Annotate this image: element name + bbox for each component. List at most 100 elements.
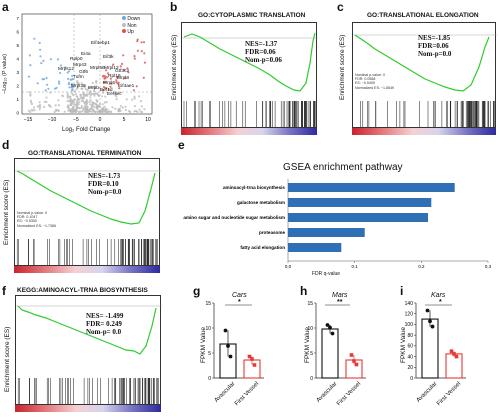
panel-h-gene: Mars — [332, 292, 348, 299]
panel-b-nomp: Nom-p=0.06 — [245, 56, 282, 64]
volcano-point — [121, 106, 124, 109]
volcano-xtick: 5 — [123, 117, 126, 123]
volcano-gene-label: Mrps12 — [58, 67, 74, 72]
volcano-point — [71, 85, 74, 88]
volcano-point — [53, 87, 57, 90]
avascular-bar — [321, 328, 339, 379]
volcano-point — [89, 103, 92, 106]
volcano-point — [36, 82, 39, 85]
panel-b-nes: NES=-1.37 — [245, 40, 278, 48]
fpkm-ytick-label: 5 — [208, 351, 211, 357]
volcano-ytick: 5 — [16, 43, 19, 48]
panel-d-fdr: FDR=0.10 — [88, 180, 119, 188]
first-vessel-point — [454, 354, 459, 359]
volcano-xticks: −15 −10 −5 0 5 10 — [24, 117, 151, 123]
volcano-plot: −15 −10 −5 0 5 10 0 1 2 3 4 5 6 7 Eif4ebp1 Ei4a Rplp0 E… — [0, 0, 160, 140]
avascular-point — [330, 331, 335, 336]
panel-c-nomp: Nom-p=0.0 — [418, 50, 452, 58]
volcano-point — [71, 102, 74, 105]
volcano-point — [133, 97, 136, 100]
avascular-point — [223, 328, 228, 333]
volcano-gene-label: Eif4ae1 — [118, 84, 135, 89]
volcano-point — [76, 107, 79, 110]
panel-d-mini-p: Nominal p-value: 0 — [17, 211, 47, 215]
volcano-point — [70, 99, 73, 102]
panel-g-sig: * — [238, 299, 241, 306]
volcano-point — [82, 95, 85, 98]
volcano-point — [93, 85, 96, 88]
volcano-point — [29, 99, 32, 102]
panel-c-mini-nes: Normalized ES: −1.8549 — [355, 85, 395, 90]
volcano-point — [77, 98, 80, 101]
volcano-point — [124, 108, 127, 112]
first-vessel-point — [247, 354, 252, 359]
volcano-point — [33, 109, 36, 112]
volcano-point — [78, 107, 81, 110]
panel-f-es-curve — [17, 305, 157, 355]
volcano-point — [88, 108, 91, 111]
volcano-point — [110, 82, 113, 85]
volcano-point — [85, 104, 88, 107]
volcano-point — [136, 49, 139, 52]
volcano-point — [86, 109, 89, 112]
volcano-point — [93, 94, 96, 97]
fpkm-ytick-label: 20 — [407, 365, 413, 371]
fpkm-ytick-label: 60 — [407, 344, 413, 350]
volcano-point — [119, 105, 123, 108]
volcano-point — [43, 78, 46, 81]
panel-b-ranked-list — [181, 128, 317, 135]
panel-e-title: GSEA enrichment pathway — [283, 162, 403, 173]
volcano-point — [107, 88, 110, 91]
panel-c-title: GO:TRANSLATIONAL ELONGATION — [367, 12, 479, 19]
panel-c-plot: Nominal p-value: 0 FDR: 0.0588 ES: −0.54… — [352, 22, 497, 128]
volcano-point — [28, 54, 31, 57]
volcano-point — [115, 79, 118, 82]
volcano-point — [133, 95, 136, 98]
panel-c-mini-fdr: FDR: 0.0588 — [355, 77, 376, 82]
fpkm-ytick-label: 140 — [405, 301, 414, 307]
panel-letter-g: g — [193, 284, 201, 298]
volcano-ytick: 1 — [16, 97, 19, 102]
volcano-point — [93, 92, 97, 95]
volcano-point — [98, 103, 101, 106]
volcano-point — [117, 81, 120, 84]
volcano-point — [70, 92, 74, 95]
volcano-point — [66, 105, 69, 108]
volcano-point — [69, 109, 72, 112]
volcano-point — [102, 110, 105, 113]
panel-c-svg — [353, 34, 497, 127]
volcano-point — [73, 110, 76, 113]
volcano-point — [77, 83, 80, 86]
first-vessel-point — [352, 359, 356, 363]
volcano-point — [81, 109, 84, 112]
volcano-point — [131, 98, 134, 101]
volcano-point — [91, 81, 94, 84]
volcano-gene-label: Mrpl12 — [104, 66, 119, 71]
volcano-point — [127, 71, 130, 74]
panel-c-fdr: FDR=0.06 — [418, 42, 449, 50]
volcano-point — [76, 86, 79, 89]
gsea-bar-label: aminoacyl-trna biosynthesis — [223, 185, 285, 190]
avascular-point — [226, 344, 230, 348]
panel-letter-f: f — [2, 284, 6, 298]
volcano-point — [142, 76, 145, 79]
volcano-point — [72, 99, 75, 102]
volcano-xtick: −15 — [24, 117, 33, 123]
volcano-point — [49, 58, 53, 61]
volcano-point — [114, 107, 117, 110]
volcano-point — [80, 82, 83, 85]
avascular-point — [428, 319, 432, 324]
volcano-point — [83, 85, 86, 88]
volcano-point — [88, 92, 91, 95]
panel-c-ranked-list — [352, 128, 496, 135]
volcano-ytick: 0 — [16, 111, 19, 116]
volcano-point — [143, 61, 146, 64]
gsea-bar-label: fatty acid elongation — [240, 245, 285, 250]
panel-f-plot — [15, 295, 162, 405]
volcano-point — [69, 95, 72, 98]
panel-d-title: GO:TRANSLATIONAL TERMINATION — [28, 150, 142, 157]
volcano-legend: Down Non Up — [122, 16, 140, 36]
volcano-point — [125, 98, 128, 101]
volcano-point — [89, 98, 92, 102]
panel-d-stats: NES=-1.73 FDR=0.10 Nom-p=0.0 — [88, 172, 121, 196]
